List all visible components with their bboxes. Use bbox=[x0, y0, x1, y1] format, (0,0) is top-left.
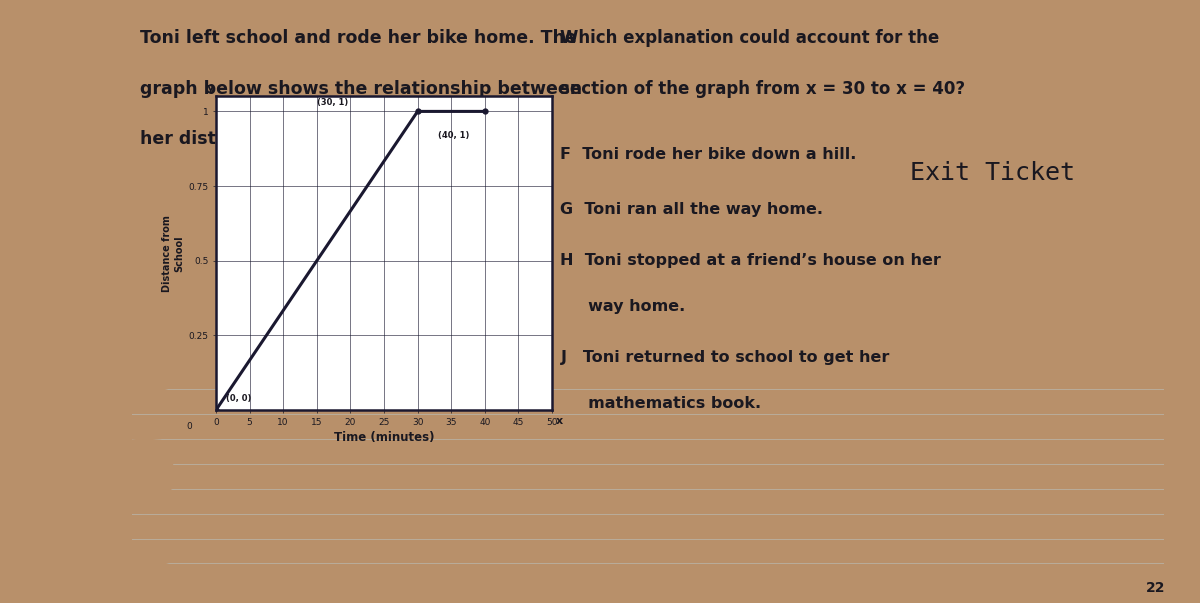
Text: Which explanation could account for the: Which explanation could account for the bbox=[560, 29, 940, 47]
Text: section of the graph from x = 30 to x = 40?: section of the graph from x = 30 to x = … bbox=[560, 80, 966, 98]
Text: mathematics book.: mathematics book. bbox=[560, 396, 762, 411]
Text: 0: 0 bbox=[186, 422, 192, 431]
Circle shape bbox=[115, 541, 173, 554]
Text: her distance from the school and time.: her distance from the school and time. bbox=[139, 130, 521, 148]
Text: way home.: way home. bbox=[560, 299, 685, 314]
Circle shape bbox=[115, 561, 173, 575]
Circle shape bbox=[115, 419, 173, 432]
Text: H  Toni stopped at a friend’s house on her: H Toni stopped at a friend’s house on he… bbox=[560, 253, 941, 268]
Text: graph below shows the relationship between: graph below shows the relationship betwe… bbox=[139, 80, 582, 98]
Text: (0, 0): (0, 0) bbox=[226, 394, 252, 403]
Text: G  Toni ran all the way home.: G Toni ran all the way home. bbox=[560, 202, 823, 217]
Text: Toni left school and rode her bike home. The: Toni left school and rode her bike home.… bbox=[139, 29, 576, 47]
Text: F  Toni rode her bike down a hill.: F Toni rode her bike down a hill. bbox=[560, 147, 857, 162]
Y-axis label: Distance from
School: Distance from School bbox=[162, 215, 184, 292]
Circle shape bbox=[115, 500, 173, 513]
Text: x: x bbox=[556, 416, 563, 426]
Text: y: y bbox=[208, 83, 215, 93]
X-axis label: Time (minutes): Time (minutes) bbox=[334, 431, 434, 444]
Text: 22: 22 bbox=[1146, 581, 1165, 595]
Circle shape bbox=[115, 399, 173, 411]
Circle shape bbox=[115, 378, 173, 391]
Text: (40, 1): (40, 1) bbox=[438, 131, 469, 140]
Text: Exit Ticket: Exit Ticket bbox=[911, 161, 1075, 185]
Text: (30, 1): (30, 1) bbox=[317, 98, 348, 107]
Circle shape bbox=[115, 440, 173, 452]
Text: J   Toni returned to school to get her: J Toni returned to school to get her bbox=[560, 350, 889, 365]
Circle shape bbox=[115, 521, 173, 534]
Circle shape bbox=[115, 480, 173, 493]
Circle shape bbox=[115, 459, 173, 473]
